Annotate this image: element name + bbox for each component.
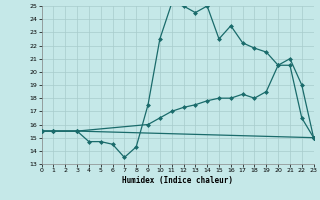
X-axis label: Humidex (Indice chaleur): Humidex (Indice chaleur) xyxy=(122,176,233,185)
